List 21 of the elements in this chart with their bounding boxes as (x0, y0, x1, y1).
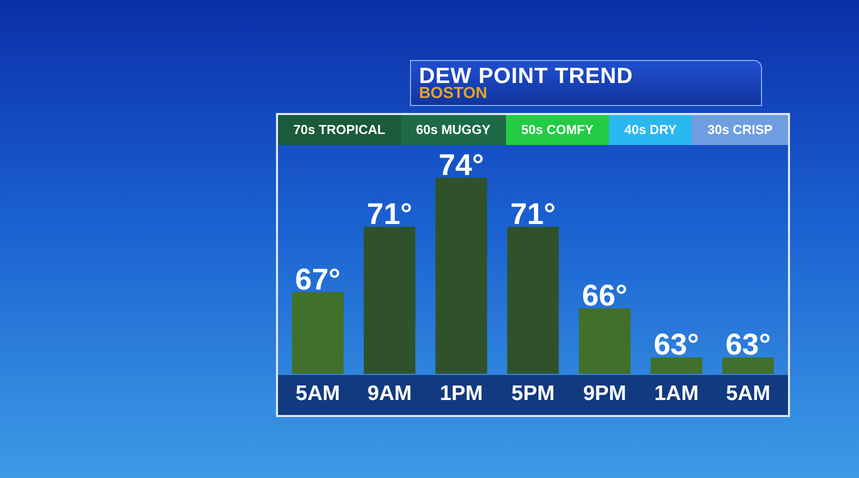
x-tick-label: 1AM (654, 382, 699, 406)
text: 30s CRISP (692, 115, 788, 145)
x-tick-label: 5AM (296, 382, 340, 406)
x-tick-label: 9PM (583, 382, 626, 406)
text: 40s DRY (608, 115, 692, 145)
data-label: 66° (582, 280, 628, 313)
data-label: 63° (725, 328, 771, 362)
data-label: 71° (510, 198, 556, 231)
data-label: 67° (295, 263, 341, 296)
x-tick-label: 1PM (440, 382, 483, 406)
x-tick-label: 5PM (511, 382, 555, 406)
chart-title: DEW POINT TREND (419, 63, 634, 88)
data-label: 63° (654, 328, 700, 362)
x-tick-label: 9AM (367, 382, 412, 406)
x-tick-label: 5AM (726, 382, 770, 406)
text: 50s COMFY (506, 115, 609, 145)
chart-subtitle: BOSTON (419, 85, 488, 103)
data-label: 71° (366, 198, 412, 231)
text: 70s TROPICAL (278, 115, 401, 145)
data-label: 74° (438, 148, 484, 182)
text: 60s MUGGY (400, 115, 506, 145)
